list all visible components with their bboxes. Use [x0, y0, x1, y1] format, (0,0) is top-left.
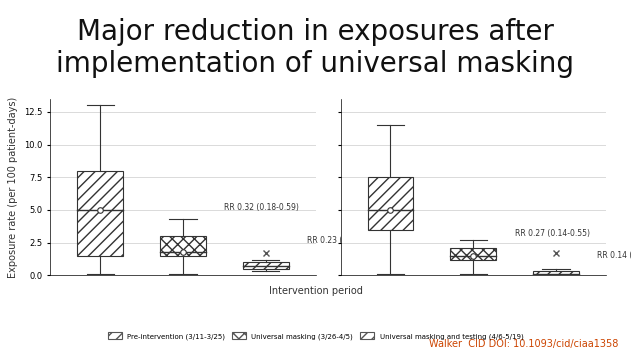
Text: Intervention period: Intervention period	[269, 286, 362, 296]
Text: Exposure rate (per 100 patient-days): Exposure rate (per 100 patient-days)	[8, 96, 18, 278]
Text: A. Total exposure rate: A. Total exposure rate	[137, 87, 229, 96]
Bar	[368, 177, 413, 229]
Legend: Pre-intervention (3/11-3/25), Universal masking (3/26-4/5), Universal masking an: Pre-intervention (3/11-3/25), Universal …	[105, 329, 526, 342]
Bar	[451, 248, 496, 260]
Text: Walker  CID DOI: 10.1093/cid/ciaa1358: Walker CID DOI: 10.1093/cid/ciaa1358	[429, 340, 618, 349]
Text: RR 0.32 (0.18-0.59): RR 0.32 (0.18-0.59)	[225, 203, 299, 212]
Text: RR 0.27 (0.14-0.55): RR 0.27 (0.14-0.55)	[515, 229, 589, 238]
Bar	[78, 171, 123, 256]
Text: B. Both source and HCW without mask: B. Both source and HCW without mask	[392, 87, 555, 96]
Text: RR 0.23 (0.13-0.40): RR 0.23 (0.13-0.40)	[307, 235, 382, 245]
Text: RR 0.14 (0.07-0.27): RR 0.14 (0.07-0.27)	[598, 251, 631, 260]
Bar	[533, 271, 579, 275]
Bar	[160, 236, 206, 256]
Bar	[243, 262, 288, 269]
Text: Major reduction in exposures after
implementation of universal masking: Major reduction in exposures after imple…	[57, 18, 574, 78]
